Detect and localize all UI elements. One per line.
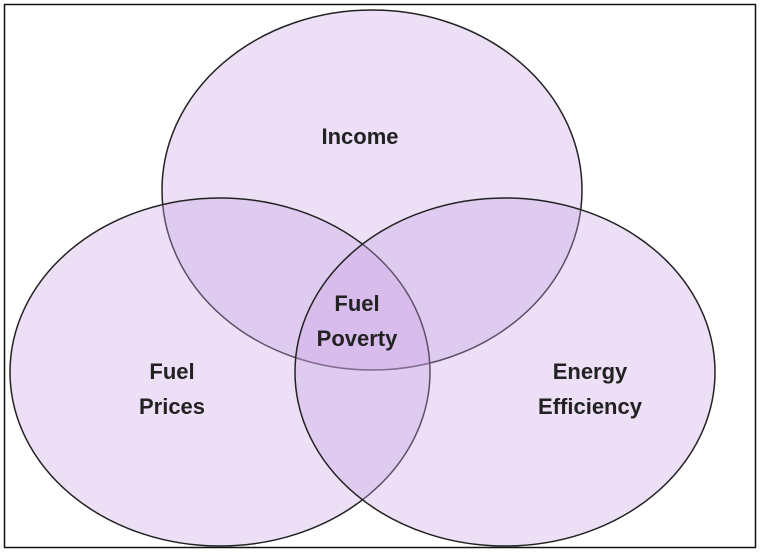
- intersection-label: Fuel: [334, 291, 379, 316]
- set-label: Energy: [553, 359, 628, 384]
- set-label: Prices: [139, 394, 205, 419]
- energy-efficiency-circle: [294, 197, 716, 547]
- set-label: Income: [321, 124, 398, 149]
- intersection-label: Poverty: [317, 326, 398, 351]
- set-label: Efficiency: [538, 394, 643, 419]
- fuel-prices-circle: [9, 197, 431, 547]
- set-label: Fuel: [149, 359, 194, 384]
- frame: [3, 3, 757, 549]
- income-circle: [161, 9, 583, 371]
